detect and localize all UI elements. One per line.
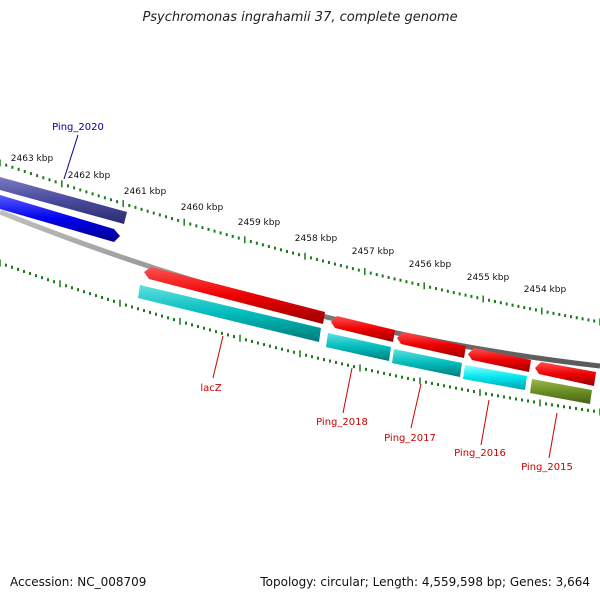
scale-label: 2455 kbp xyxy=(467,273,510,283)
scale-label: 2458 kbp xyxy=(295,234,338,244)
leader-ping-2015 xyxy=(548,412,558,459)
gene-ping-2017[interactable] xyxy=(397,332,466,358)
scale-labels: 2463 kbp 2462 kbp 2461 kbp 2460 kbp 2459 kbp… xyxy=(11,154,567,295)
cds-ping-2015-other[interactable] xyxy=(530,379,592,404)
scale-label: 2454 kbp xyxy=(524,285,567,295)
scale-label: 2459 kbp xyxy=(238,218,281,228)
label-ping-2016[interactable]: Ping_2016 xyxy=(454,448,506,459)
topology-text: Topology: circular; Length: 4,559,598 bp… xyxy=(260,575,590,589)
outer-scale-ticks xyxy=(0,159,600,326)
cds-ping-2020[interactable] xyxy=(0,195,120,242)
leader-lacz xyxy=(212,335,224,379)
gene-ping-2020[interactable] xyxy=(0,177,127,224)
scale-label: 2460 kbp xyxy=(181,203,224,213)
cds-ping-2018[interactable] xyxy=(326,333,391,361)
scale-label: 2457 kbp xyxy=(352,247,395,257)
gene-lacz[interactable] xyxy=(144,267,325,324)
accession-text: Accession: NC_008709 xyxy=(10,575,147,589)
label-ping-2015[interactable]: Ping_2015 xyxy=(521,462,573,473)
cds-ping-2016[interactable] xyxy=(463,365,527,390)
gene-ping-2018[interactable] xyxy=(331,316,395,342)
cds-ping-2017[interactable] xyxy=(392,349,462,377)
leader-ping-2020 xyxy=(63,134,79,180)
scale-label: 2462 kbp xyxy=(68,171,111,181)
leader-ping-2016 xyxy=(480,399,490,446)
label-ping-2018[interactable]: Ping_2018 xyxy=(316,417,368,428)
label-lacz[interactable]: lacZ xyxy=(200,383,221,394)
scale-label: 2461 kbp xyxy=(124,187,167,197)
label-ping-2020[interactable]: Ping_2020 xyxy=(52,122,104,133)
gene-ping-2015[interactable] xyxy=(535,362,596,386)
scale-label: 2456 kbp xyxy=(409,260,452,270)
leader-ping-2018 xyxy=(342,367,353,414)
gene-ping-2016[interactable] xyxy=(468,348,531,372)
map-title: Psychromonas ingrahamii 37, complete gen… xyxy=(142,10,458,25)
scale-label: 2463 kbp xyxy=(11,154,54,164)
inner-scale-ticks xyxy=(0,259,600,416)
leader-ping-2017 xyxy=(410,383,422,429)
cds-lacz[interactable] xyxy=(138,285,321,342)
label-ping-2017[interactable]: Ping_2017 xyxy=(384,433,436,444)
